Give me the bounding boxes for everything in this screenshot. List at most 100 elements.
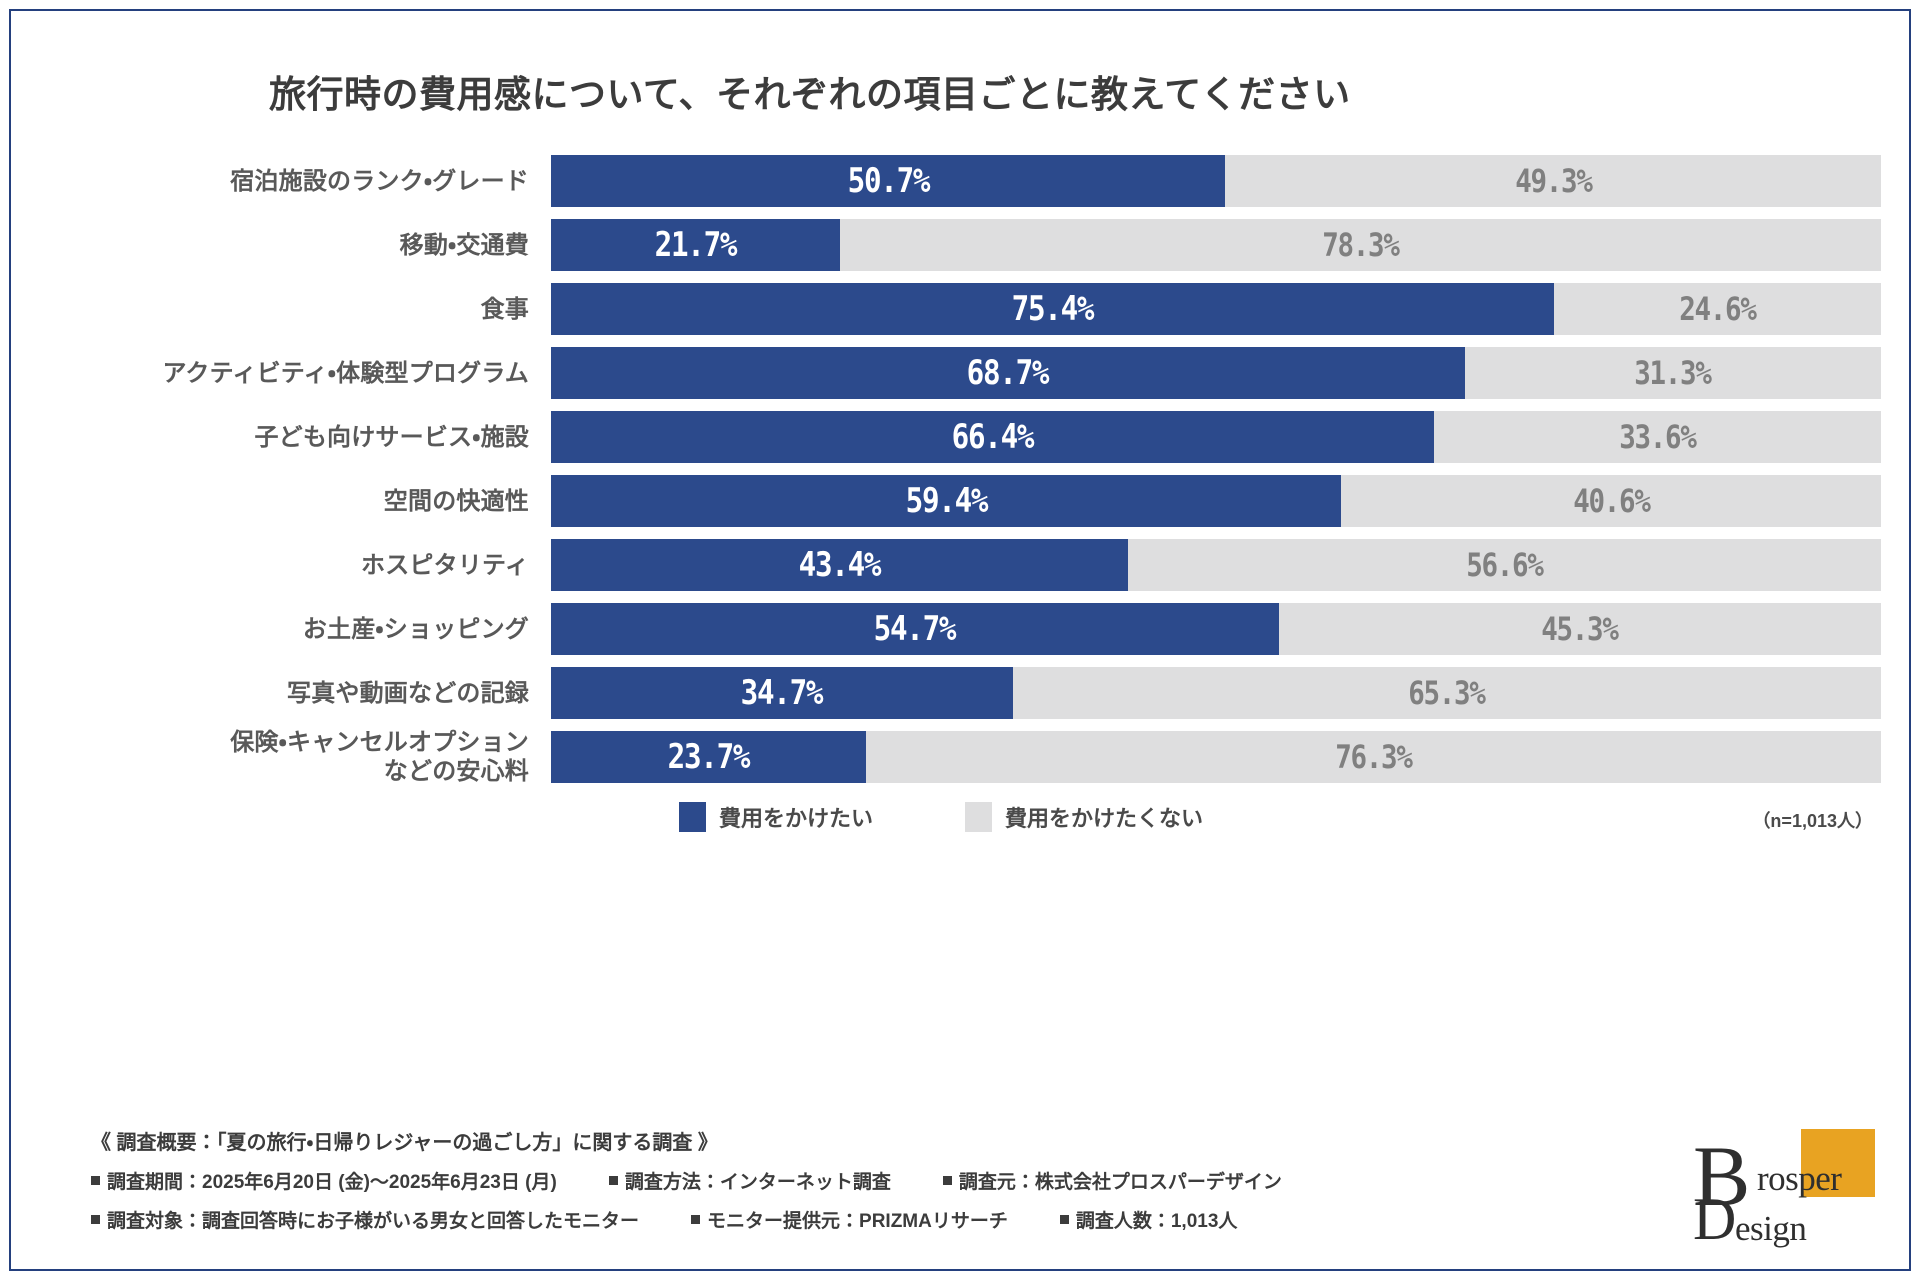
bar-track: 66.4% 33.6% bbox=[551, 411, 1881, 464]
bar-row: お土産・ショッピング 54.7% 45.3% bbox=[47, 603, 1882, 656]
survey-meta-text: 調査期間：2025年6月20日 (金)〜2025年6月23日 (月) bbox=[107, 1172, 557, 1193]
bar-category-label: お土産・ショッピング bbox=[302, 615, 529, 643]
bar-value-primary: 43.4% bbox=[798, 545, 882, 586]
bar-value-primary: 54.7% bbox=[873, 609, 957, 650]
page-border: 旅行時の費用感について、それぞれの項目ごとに教えてください 宿泊施設のランク・グ… bbox=[9, 9, 1911, 1271]
bar-row: 食事 75.4% 24.6% bbox=[47, 283, 1881, 336]
page-title: 旅行時の費用感について、それぞれの項目ごとに教えてください bbox=[269, 74, 1351, 115]
bar-row: 写真や動画などの記録 34.7% 65.3% bbox=[47, 667, 1882, 720]
logo-initial-b: B bbox=[1693, 1128, 1751, 1224]
survey-meta-item: 調査元：株式会社プロスパーデザイン bbox=[942, 1167, 1282, 1194]
bar-row: 宿泊施設のランク・グレード 50.7% 49.3% bbox=[47, 155, 1881, 208]
survey-meta-item: 調査方法：インターネット調査 bbox=[608, 1167, 891, 1194]
bar-segment-secondary: 49.3% bbox=[1225, 155, 1881, 207]
legend-item: 費用をかけたくない bbox=[965, 801, 1203, 833]
bar-segment-primary: 59.4% bbox=[551, 475, 1342, 528]
bar-track: 59.4% 40.6% bbox=[551, 475, 1881, 528]
legend-swatch-icon bbox=[679, 802, 706, 833]
logo-word-rosper: rosper bbox=[1757, 1159, 1842, 1198]
bullet-square-icon bbox=[608, 1176, 618, 1185]
bar-track: 23.7% 76.3% bbox=[551, 731, 1881, 784]
bar-value-primary: 21.7% bbox=[654, 225, 738, 266]
company-logo: B rosper D esign bbox=[1685, 1128, 1875, 1249]
bar-segment-secondary: 78.3% bbox=[840, 219, 1881, 271]
survey-meta-text: モニター提供元：PRIZMAリサーチ bbox=[707, 1211, 1008, 1232]
bullet-square-icon bbox=[691, 1215, 701, 1224]
bar-track: 43.4% 56.6% bbox=[551, 539, 1881, 592]
bar-segment-primary: 21.7% bbox=[551, 219, 840, 272]
stacked-bar-chart: 宿泊施設のランク・グレード 50.7% 49.3% 移動・交通費 21.7% 78.3% 食… bbox=[39, 155, 1882, 785]
bar-segment-primary: 54.7% bbox=[551, 603, 1279, 656]
bar-row: 子ども向けサービス・施設 66.4% 33.6% bbox=[47, 411, 1881, 464]
bar-value-secondary: 33.6% bbox=[1619, 418, 1697, 457]
bullet-square-icon bbox=[1059, 1215, 1069, 1224]
bar-value-primary: 50.7% bbox=[847, 161, 930, 202]
bar-track: 75.4% 24.6% bbox=[551, 283, 1881, 336]
bar-value-secondary: 78.3% bbox=[1322, 226, 1400, 265]
legend-swatch-icon bbox=[965, 802, 993, 833]
bar-value-primary: 34.7% bbox=[740, 673, 824, 714]
bar-category-label: 保険・キャンセルオプション などの安心料 bbox=[230, 729, 529, 786]
bar-segment-secondary: 31.3% bbox=[1465, 347, 1881, 399]
bar-segment-secondary: 56.6% bbox=[1128, 539, 1881, 591]
bar-track: 21.7% 78.3% bbox=[551, 219, 1881, 272]
logo-word-esign: esign bbox=[1735, 1209, 1807, 1248]
bar-row: 移動・交通費 21.7% 78.3% bbox=[47, 219, 1881, 272]
bar-segment-primary: 68.7% bbox=[551, 347, 1465, 400]
survey-meta-item: 調査期間：2025年6月20日 (金)〜2025年6月23日 (月) bbox=[91, 1167, 557, 1194]
bar-value-secondary: 65.3% bbox=[1408, 674, 1487, 713]
bar-category-label: アクティビティ・体験型プログラム bbox=[162, 359, 529, 387]
survey-meta-text: 調査元：株式会社プロスパーデザイン bbox=[958, 1172, 1282, 1193]
bar-value-secondary: 49.3% bbox=[1514, 162, 1593, 201]
bar-category-label: 写真や動画などの記録 bbox=[287, 679, 529, 707]
legend-label: 費用をかけたくない bbox=[1005, 806, 1204, 832]
legend-item: 費用をかけたい bbox=[679, 801, 873, 833]
survey-meta-text: 調査方法：インターネット調査 bbox=[624, 1172, 891, 1193]
bar-segment-secondary: 76.3% bbox=[866, 731, 1881, 783]
survey-meta-text: 調査人数：1,013人 bbox=[1075, 1211, 1238, 1232]
bar-track: 34.7% 65.3% bbox=[551, 667, 1882, 720]
bar-track: 50.7% 49.3% bbox=[551, 155, 1881, 208]
bar-segment-secondary: 40.6% bbox=[1341, 475, 1881, 527]
bar-category-label: 食事 bbox=[480, 295, 529, 323]
bar-segment-primary: 23.7% bbox=[551, 731, 867, 784]
bar-segment-secondary: 45.3% bbox=[1279, 603, 1882, 655]
bar-category-label: 移動・交通費 bbox=[399, 231, 529, 259]
bar-category-label: 宿泊施設のランク・グレード bbox=[230, 167, 529, 195]
bullet-square-icon bbox=[91, 1215, 100, 1224]
bar-segment-primary: 34.7% bbox=[551, 667, 1013, 720]
survey-meta-item: 調査対象：調査回答時にお子様がいる男女と回答したモニター bbox=[91, 1206, 639, 1233]
bar-category-label: ホスピタリティ bbox=[361, 551, 529, 579]
bullet-square-icon bbox=[942, 1176, 952, 1185]
bar-row: アクティビティ・体験型プログラム 68.7% 31.3% bbox=[47, 347, 1881, 400]
survey-meta-item: モニター提供元：PRIZMAリサーチ bbox=[691, 1206, 1008, 1233]
bar-value-primary: 23.7% bbox=[667, 737, 751, 778]
bar-category-label: 空間の快適性 bbox=[383, 487, 529, 515]
survey-meta-text: 調査対象：調査回答時にお子様がいる男女と回答したモニター bbox=[107, 1211, 640, 1232]
bar-row: 保険・キャンセルオプション などの安心料 23.7% 76.3% bbox=[47, 729, 1881, 785]
logo-accent-square bbox=[1801, 1129, 1875, 1197]
legend-label: 費用をかけたい bbox=[719, 806, 874, 832]
survey-overview-heading: 《 調査概要：「夏の旅行・日帰りレジャーの過ごし方」に関する調査 》 bbox=[91, 1132, 718, 1154]
chart-legend: 費用をかけたい 費用をかけたくない （n=1,013人） bbox=[39, 801, 1881, 833]
bar-value-secondary: 76.3% bbox=[1335, 738, 1413, 777]
bar-segment-primary: 75.4% bbox=[551, 283, 1554, 336]
bar-row: 空間の快適性 59.4% 40.6% bbox=[47, 475, 1881, 528]
bar-value-primary: 66.4% bbox=[951, 417, 1035, 458]
bar-category-label: 子ども向けサービス・施設 bbox=[254, 423, 529, 451]
bar-segment-primary: 66.4% bbox=[551, 411, 1435, 464]
bar-value-secondary: 40.6% bbox=[1572, 482, 1651, 521]
bar-segment-secondary: 65.3% bbox=[1013, 667, 1882, 719]
bar-row: ホスピタリティ 43.4% 56.6% bbox=[47, 539, 1881, 592]
bar-value-secondary: 31.3% bbox=[1634, 354, 1713, 393]
survey-meta-item: 調査人数：1,013人 bbox=[1059, 1206, 1238, 1233]
bar-value-secondary: 45.3% bbox=[1541, 610, 1620, 649]
bar-value-primary: 68.7% bbox=[967, 353, 1050, 394]
bar-value-secondary: 24.6% bbox=[1679, 290, 1757, 329]
bar-value-primary: 59.4% bbox=[905, 481, 988, 522]
bar-track: 68.7% 31.3% bbox=[551, 347, 1881, 400]
bar-segment-primary: 50.7% bbox=[551, 155, 1226, 208]
bar-track: 54.7% 45.3% bbox=[551, 603, 1882, 656]
survey-meta-line-2: 調査対象：調査回答時にお子様がいる男女と回答したモニター モニター提供元：PRIZ… bbox=[39, 1206, 1881, 1233]
